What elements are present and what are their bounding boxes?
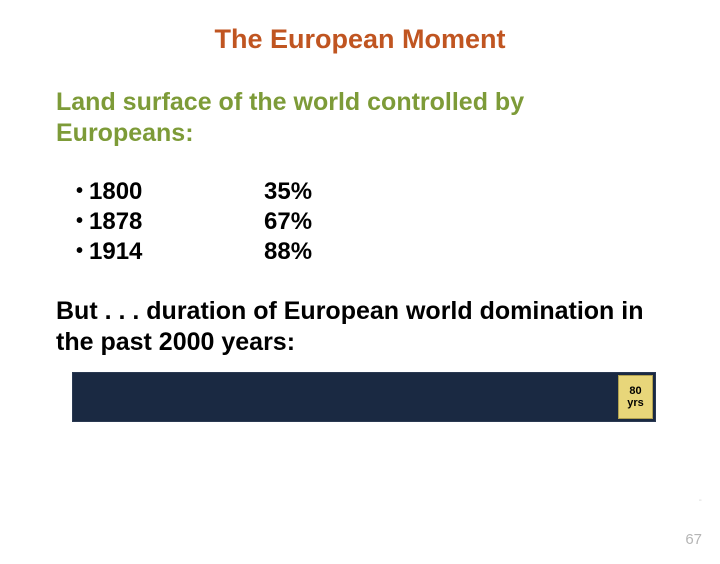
highlight-value: 80 [629, 385, 641, 397]
data-table: • 1800 35% • 1878 67% • 1914 88% [76, 178, 720, 266]
footer-mark: - [699, 495, 702, 506]
year-cell: • 1878 [76, 208, 264, 236]
bullet-icon: • [76, 180, 83, 202]
year-cell: • 1914 [76, 238, 264, 266]
year-value: 1914 [89, 238, 142, 265]
body-text: But . . . duration of European world dom… [56, 296, 664, 359]
year-value: 1800 [89, 178, 142, 205]
year-value: 1878 [89, 208, 142, 235]
highlight-unit: yrs [627, 397, 644, 409]
table-row: • 1878 67% [76, 208, 720, 236]
table-row: • 1800 35% [76, 178, 720, 206]
pct-cell: 88% [264, 238, 312, 266]
subtitle: Land surface of the world controlled by … [56, 87, 664, 150]
slide-title: The European Moment [0, 24, 720, 55]
table-row: • 1914 88% [76, 238, 720, 266]
bullet-icon: • [76, 210, 83, 232]
pct-cell: 67% [264, 208, 312, 236]
pct-cell: 35% [264, 178, 312, 206]
bullet-icon: • [76, 240, 83, 262]
timeline-highlight: 80 yrs [618, 375, 653, 419]
timeline-bar: 80 yrs [72, 372, 656, 422]
year-cell: • 1800 [76, 178, 264, 206]
